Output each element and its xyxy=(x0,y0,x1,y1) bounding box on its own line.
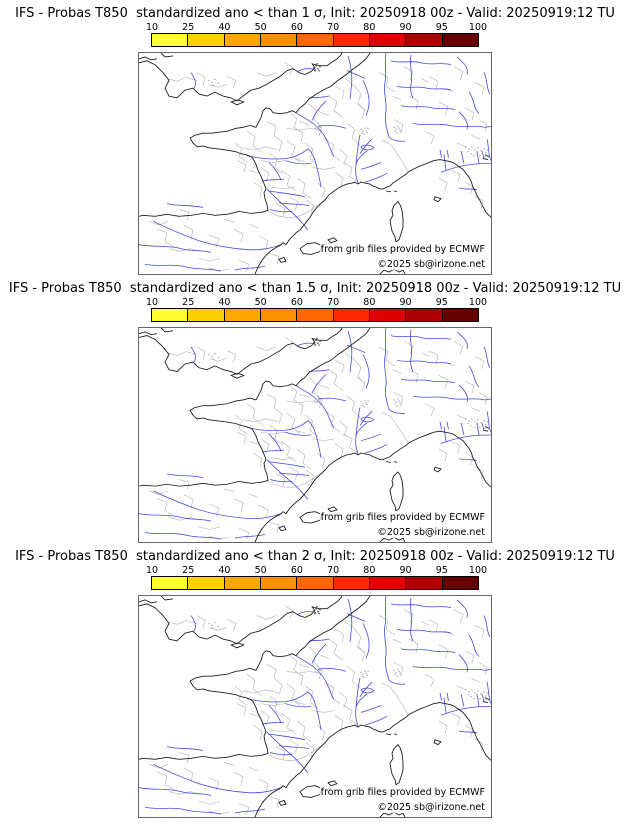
map-france-sigma1-5: from grib files provided by ECMWF ©2025 … xyxy=(138,327,492,543)
probability-colorbar xyxy=(151,308,479,322)
colorbar-segment xyxy=(260,577,298,589)
map-france-sigma1: from grib files provided by ECMWF ©2025 … xyxy=(138,52,492,275)
colorbar-tick-label: 60 xyxy=(290,22,303,33)
colorbar-segment xyxy=(333,309,370,321)
colorbar-tick-label: 90 xyxy=(399,565,412,576)
basemap-svg xyxy=(139,328,491,542)
colorbar-ticks: 10 25 40 50 60 70 80 90 95 100 xyxy=(146,297,487,308)
colorbar-tick-label: 70 xyxy=(327,22,340,33)
basemap-svg xyxy=(139,53,491,274)
colorbar-tick-label: 95 xyxy=(435,22,448,33)
colorbar-segment xyxy=(297,309,334,321)
ecmwf-credit: from grib files provided by ECMWF xyxy=(319,787,486,798)
colorbar-tick-label: 50 xyxy=(254,22,267,33)
colorbar-segment xyxy=(442,577,478,589)
copyright-text: ©2025 sb@irizone.net xyxy=(376,527,486,538)
colorbar-tick-label: 100 xyxy=(468,565,488,576)
colorbar-tick-label: 50 xyxy=(254,565,267,576)
forecast-panel-sigma1-5: IFS - Probas T850 standardized ano < tha… xyxy=(0,275,630,543)
colorbar-tick-label: 90 xyxy=(399,297,412,308)
colorbar-segment xyxy=(297,577,334,589)
colorbar-tick-label: 25 xyxy=(182,565,195,576)
ecmwf-credit: from grib files provided by ECMWF xyxy=(319,244,486,255)
colorbar-ticks: 10 25 40 50 60 70 80 90 95 100 xyxy=(146,565,487,576)
panel-title: IFS - Probas T850 standardized ano < tha… xyxy=(15,549,615,564)
colorbar-tick-label: 80 xyxy=(363,22,376,33)
colorbar-tick-label: 25 xyxy=(182,297,195,308)
colorbar-tick-label: 95 xyxy=(435,297,448,308)
colorbar-segment xyxy=(260,34,298,46)
colorbar-segment xyxy=(224,577,261,589)
colorbar-tick-label: 40 xyxy=(218,297,231,308)
colorbar-segment xyxy=(260,309,298,321)
colorbar-tick-label: 70 xyxy=(327,565,340,576)
probability-colorbar xyxy=(151,576,479,590)
colorbar-tick-label: 50 xyxy=(254,297,267,308)
ecmwf-credit: from grib files provided by ECMWF xyxy=(319,512,486,523)
colorbar-segment xyxy=(224,309,261,321)
colorbar-ticks: 10 25 40 50 60 70 80 90 95 100 xyxy=(146,22,487,33)
colorbar-segment xyxy=(188,577,225,589)
colorbar-tick-label: 60 xyxy=(290,297,303,308)
copyright-text: ©2025 sb@irizone.net xyxy=(376,259,486,270)
colorbar-tick-label: 10 xyxy=(145,565,159,576)
colorbar-segment xyxy=(152,309,189,321)
colorbar-tick-label: 25 xyxy=(182,22,195,33)
map-france-sigma2: from grib files provided by ECMWF ©2025 … xyxy=(138,595,492,818)
colorbar-segment xyxy=(297,34,334,46)
colorbar-tick-label: 40 xyxy=(218,22,231,33)
colorbar-segment xyxy=(406,34,443,46)
colorbar-segment xyxy=(406,309,443,321)
panel-title: IFS - Probas T850 standardized ano < tha… xyxy=(15,6,615,21)
colorbar-tick-label: 40 xyxy=(218,565,231,576)
copyright-text: ©2025 sb@irizone.net xyxy=(376,802,486,813)
panel-title: IFS - Probas T850 standardized ano < tha… xyxy=(8,281,622,296)
probability-colorbar xyxy=(151,33,479,47)
forecast-panel-sigma2: IFS - Probas T850 standardized ano < tha… xyxy=(0,543,630,828)
colorbar-tick-label: 90 xyxy=(399,22,412,33)
colorbar-tick-label: 95 xyxy=(435,565,448,576)
forecast-panel-sigma1: IFS - Probas T850 standardized ano < tha… xyxy=(0,0,630,275)
colorbar-segment xyxy=(369,34,407,46)
colorbar-segment xyxy=(369,577,407,589)
colorbar-segment xyxy=(442,309,478,321)
colorbar-segment xyxy=(224,34,261,46)
colorbar-tick-label: 70 xyxy=(327,297,340,308)
colorbar-segment xyxy=(152,577,189,589)
colorbar-segment xyxy=(188,309,225,321)
basemap-svg xyxy=(139,596,491,817)
colorbar-segment xyxy=(442,34,478,46)
colorbar-tick-label: 10 xyxy=(145,22,159,33)
colorbar-tick-label: 100 xyxy=(468,297,488,308)
colorbar-tick-label: 10 xyxy=(145,297,159,308)
colorbar-tick-label: 60 xyxy=(290,565,303,576)
colorbar-tick-label: 80 xyxy=(363,297,376,308)
colorbar-segment xyxy=(369,309,407,321)
colorbar-tick-label: 100 xyxy=(468,22,488,33)
colorbar-segment xyxy=(333,577,370,589)
colorbar-segment xyxy=(406,577,443,589)
colorbar-tick-label: 80 xyxy=(363,565,376,576)
colorbar-segment xyxy=(152,34,189,46)
colorbar-segment xyxy=(188,34,225,46)
colorbar-segment xyxy=(333,34,370,46)
